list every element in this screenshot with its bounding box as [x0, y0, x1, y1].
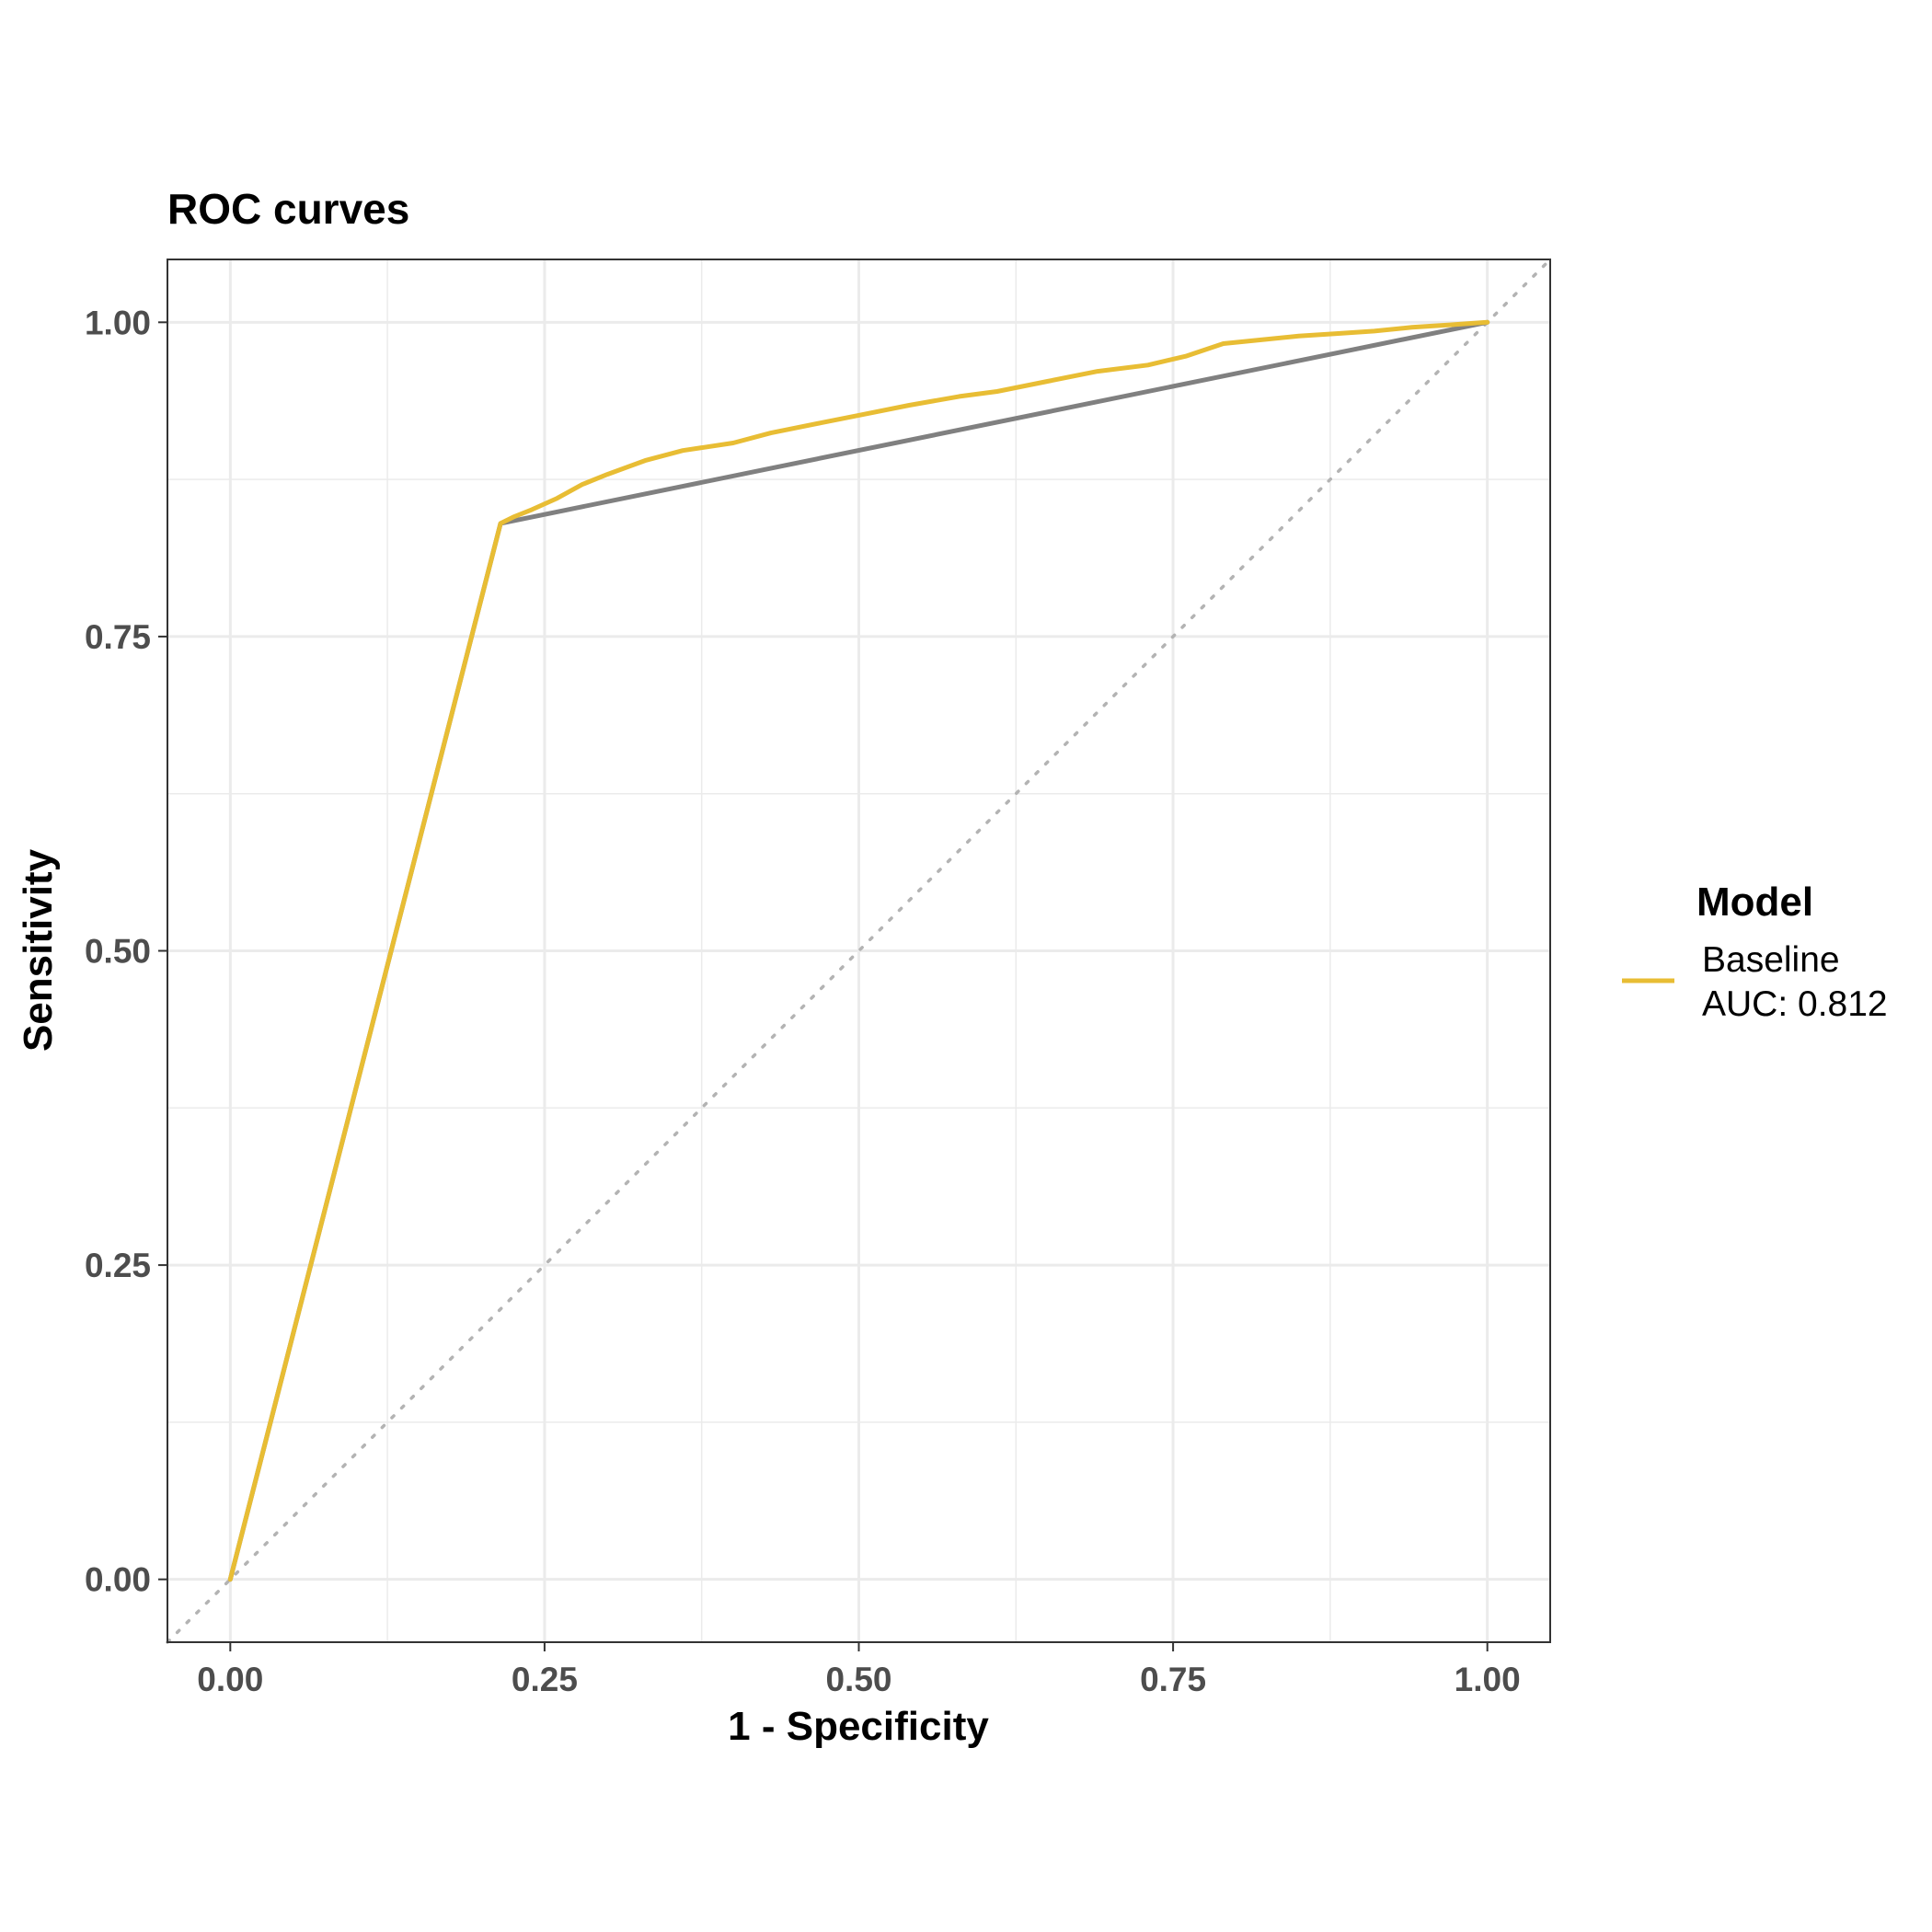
chart-title: ROC curves	[167, 185, 409, 233]
chance-diagonal-line	[166, 258, 1552, 1644]
y-axis-title: Sensitivity	[16, 848, 61, 1052]
legend-label-line-2: AUC: 0.812	[1702, 984, 1888, 1024]
y-axis-ticks: 0.00 0.25 0.50 0.75 1.00	[85, 304, 167, 1599]
legend: Model Baseline AUC: 0.812	[1622, 880, 1888, 1024]
y-tick-label-1: 0.25	[85, 1247, 151, 1284]
x-tick-label-4: 1.00	[1455, 1661, 1521, 1698]
x-tick-label-3: 0.75	[1140, 1661, 1206, 1698]
x-tick-label-1: 0.25	[512, 1661, 578, 1698]
series-lines	[227, 319, 1490, 1582]
x-tick-label-2: 0.50	[825, 1661, 891, 1698]
reference-diagonal	[166, 258, 1552, 1644]
series-line-baseline	[227, 319, 1490, 1582]
y-tick-label-4: 1.00	[85, 304, 151, 341]
x-axis-ticks: 0.00 0.25 0.50 0.75 1.00	[197, 1642, 1521, 1698]
x-tick-label-0: 0.00	[197, 1661, 263, 1698]
legend-label-line-1: Baseline	[1702, 940, 1840, 980]
grid	[167, 259, 1550, 1642]
legend-title: Model	[1696, 880, 1813, 925]
y-tick-label-0: 0.00	[85, 1561, 151, 1599]
y-tick-label-3: 0.75	[85, 618, 151, 656]
x-axis-title: 1 - Specificity	[728, 1704, 989, 1749]
y-tick-label-2: 0.50	[85, 933, 151, 971]
